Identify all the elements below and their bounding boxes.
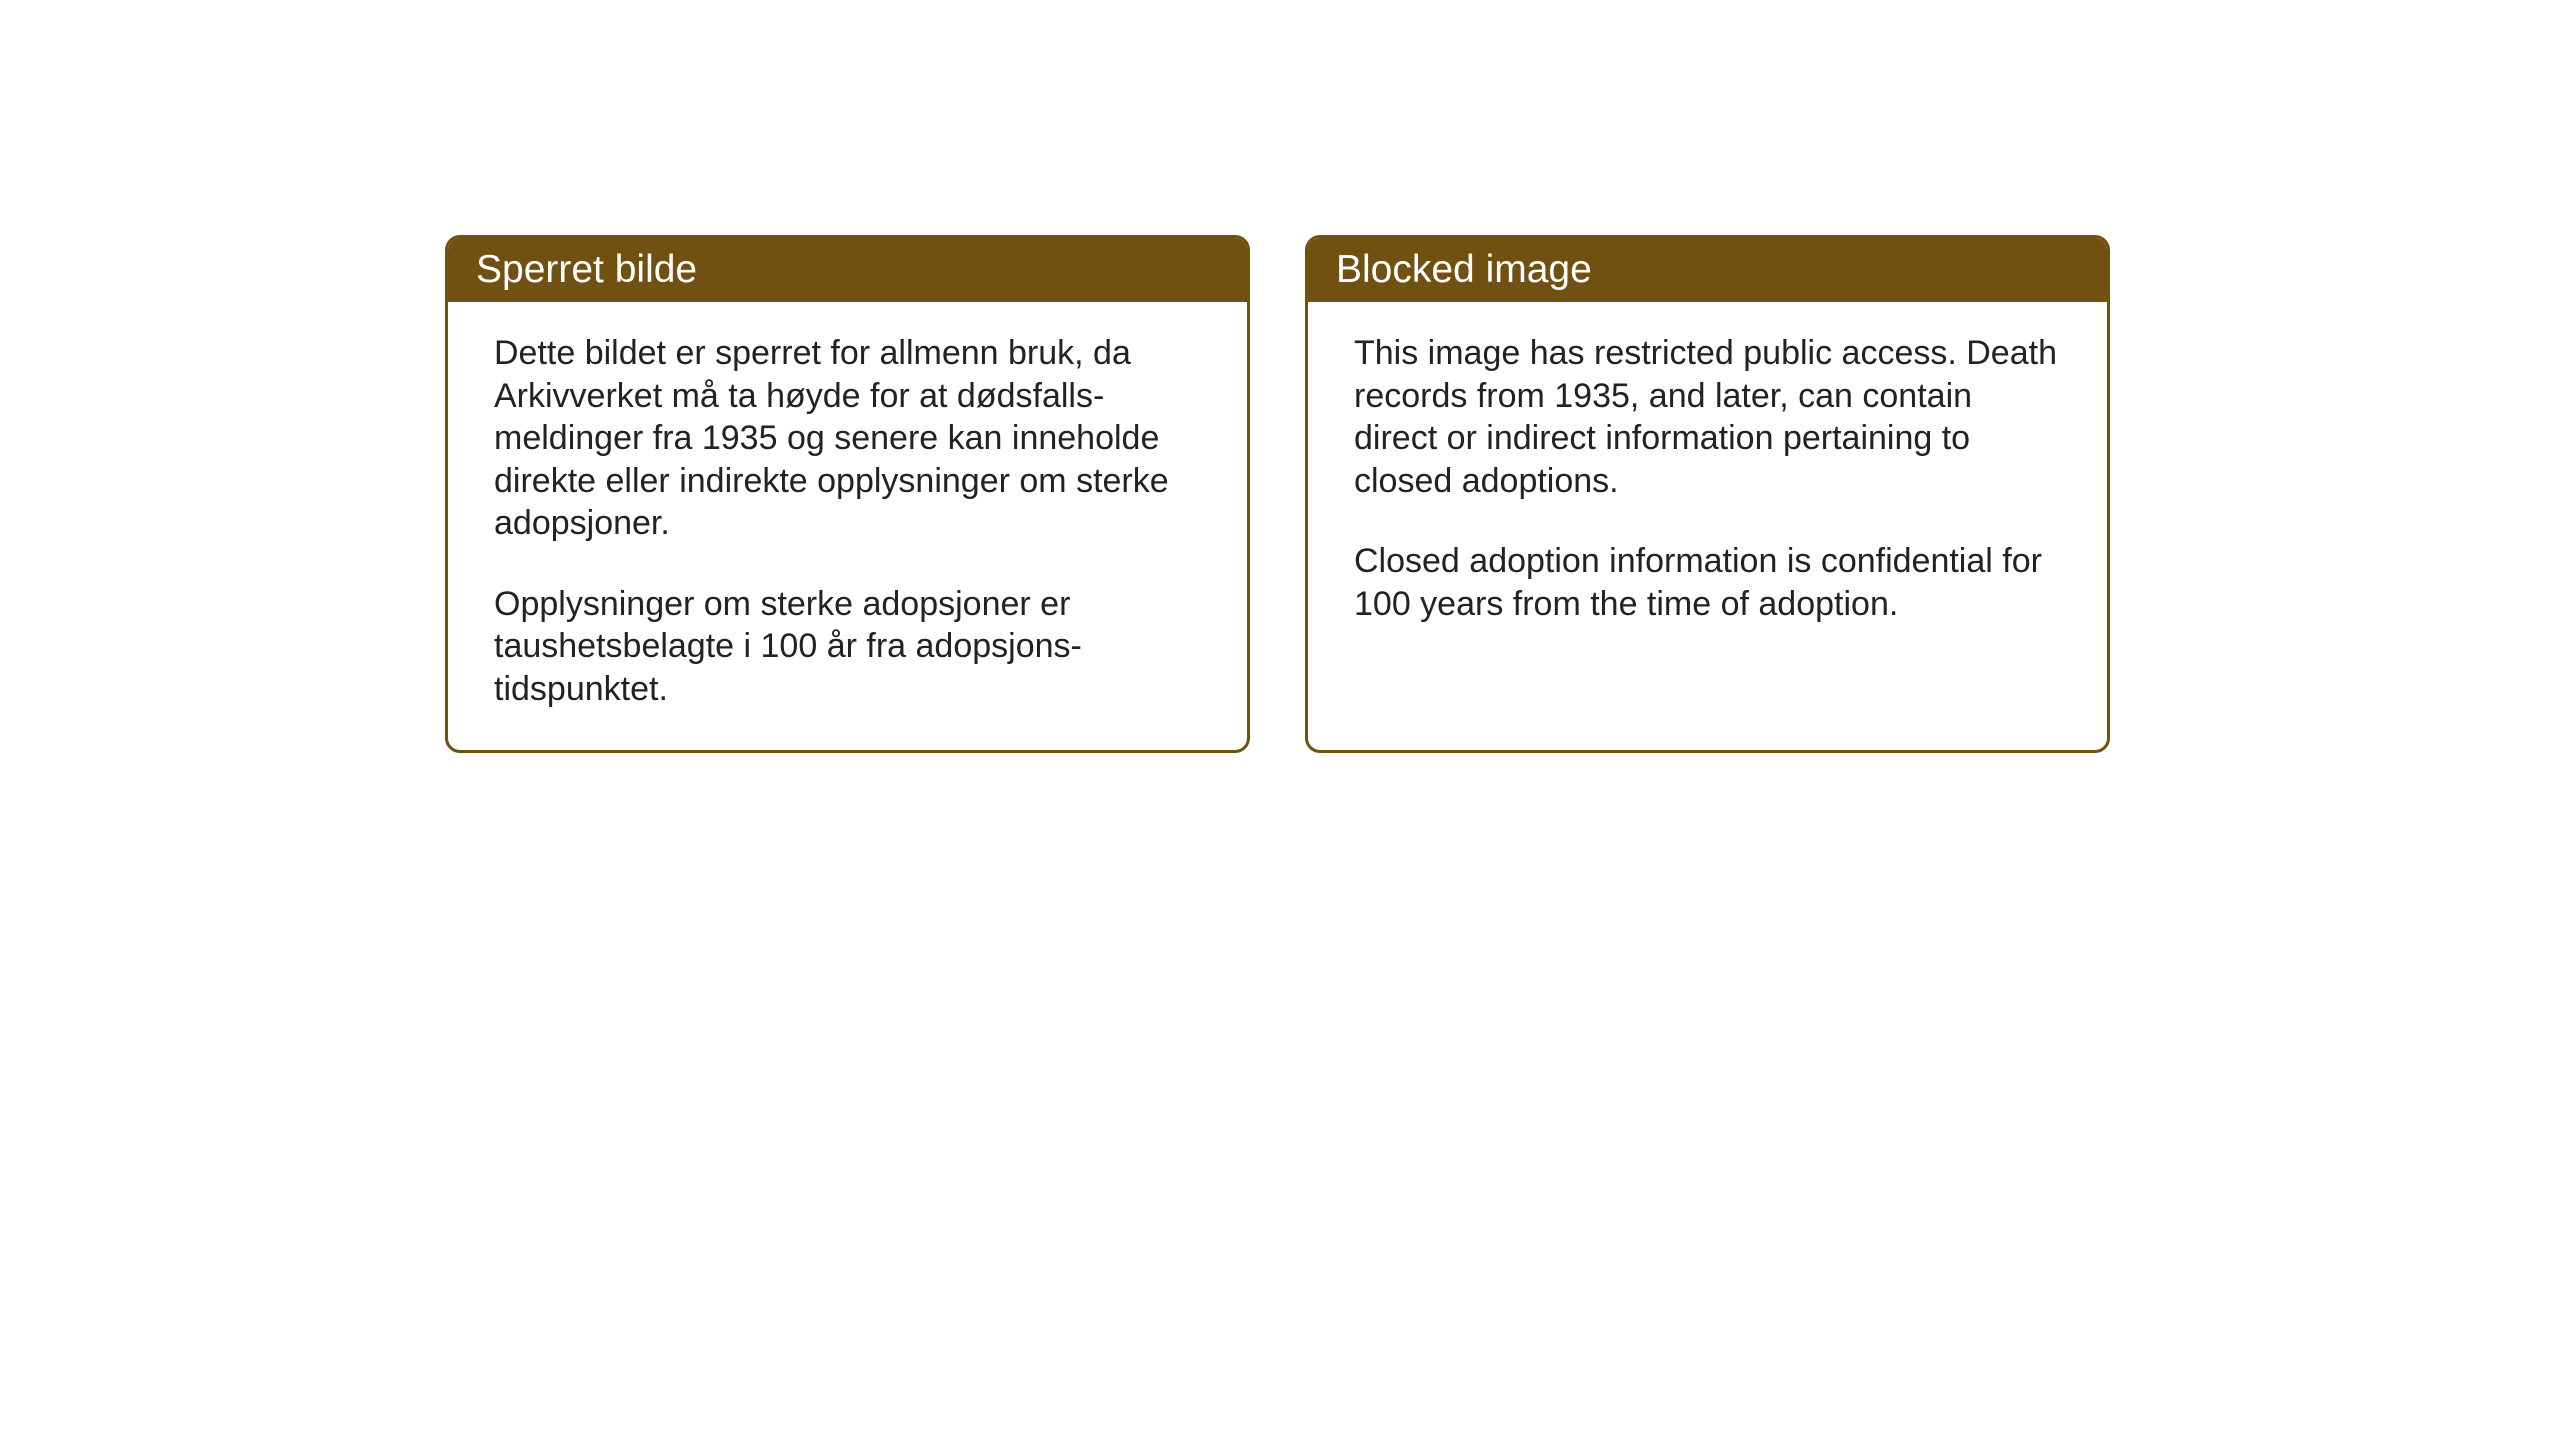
notice-paragraph-1-english: This image has restricted public access.… xyxy=(1354,332,2061,502)
notice-body-norwegian: Dette bildet er sperret for allmenn bruk… xyxy=(448,302,1247,750)
notice-paragraph-1-norwegian: Dette bildet er sperret for allmenn bruk… xyxy=(494,332,1201,545)
notice-body-english: This image has restricted public access.… xyxy=(1308,302,2107,722)
notice-container: Sperret bilde Dette bildet er sperret fo… xyxy=(445,235,2110,753)
notice-paragraph-2-norwegian: Opplysninger om sterke adopsjoner er tau… xyxy=(494,583,1201,711)
notice-header-norwegian: Sperret bilde xyxy=(448,238,1247,302)
notice-header-english: Blocked image xyxy=(1308,238,2107,302)
notice-card-english: Blocked image This image has restricted … xyxy=(1305,235,2110,753)
notice-card-norwegian: Sperret bilde Dette bildet er sperret fo… xyxy=(445,235,1250,753)
notice-paragraph-2-english: Closed adoption information is confident… xyxy=(1354,540,2061,625)
